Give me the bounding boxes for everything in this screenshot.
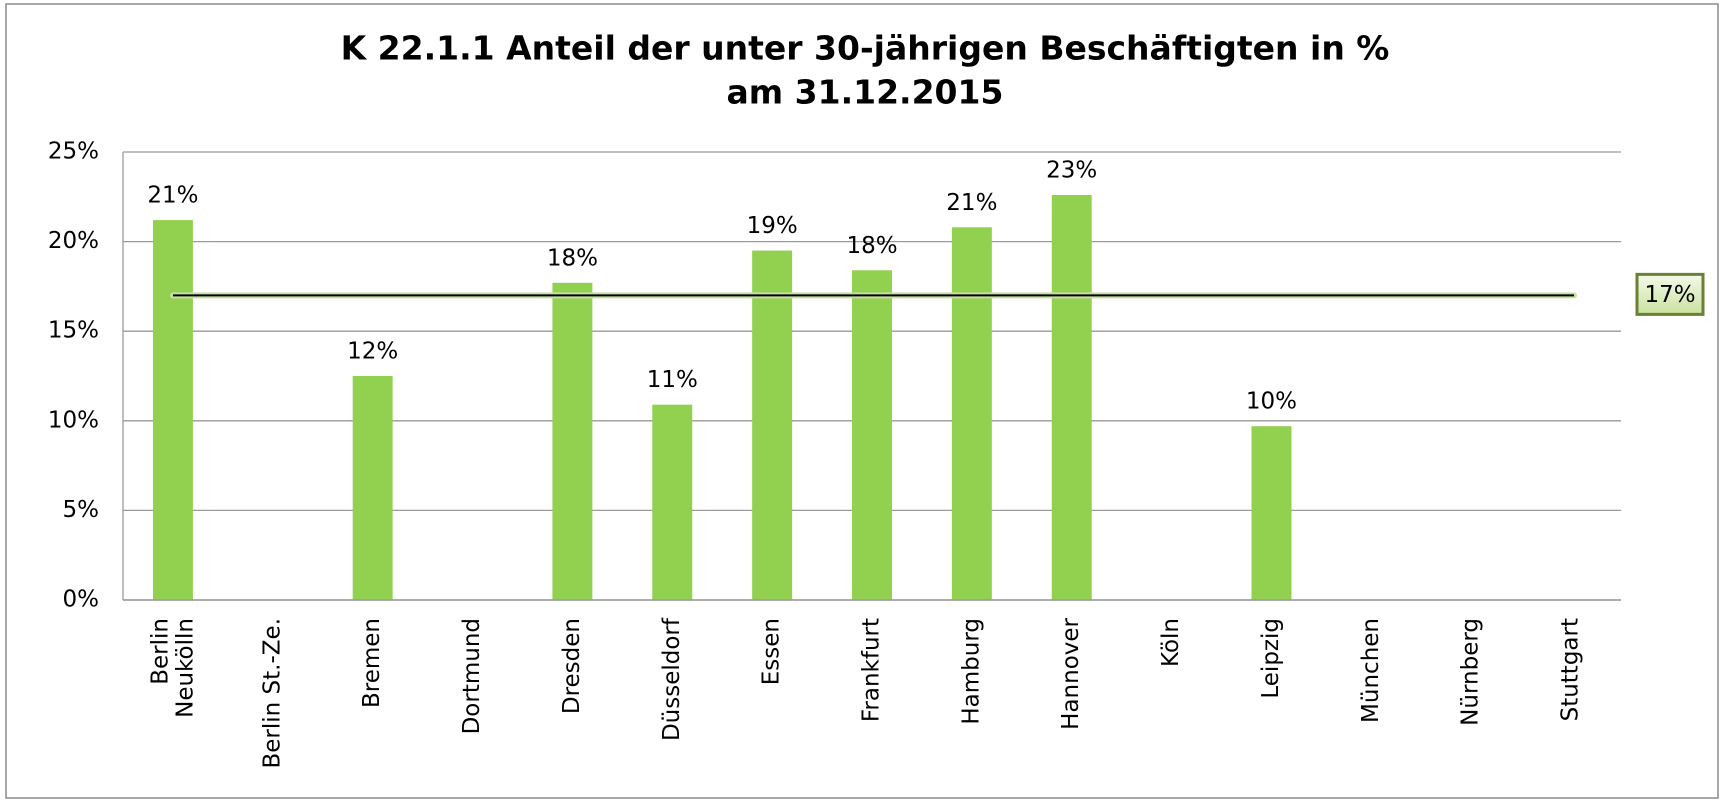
value-label: 10% <box>1246 389 1297 415</box>
bar <box>152 220 193 600</box>
average-label: 17% <box>1644 282 1695 308</box>
value-label: 11% <box>647 367 698 393</box>
value-label: 23% <box>1046 158 1097 184</box>
x-tick-label: Dresden <box>559 618 585 714</box>
bar <box>652 404 693 600</box>
x-tick-label: Köln <box>1158 618 1184 667</box>
value-label: 21% <box>147 183 198 209</box>
x-tick-label: Essen <box>759 618 785 685</box>
y-tick-label: 15% <box>48 318 99 344</box>
bar <box>852 270 892 600</box>
x-tick-label: Bremen <box>359 618 385 708</box>
value-label: 18% <box>846 233 897 259</box>
bar <box>1051 195 1092 600</box>
x-tick-label: Dortmund <box>459 618 485 734</box>
value-label: 18% <box>547 245 598 271</box>
x-tick-label: Berlin St.-Ze. <box>259 618 285 769</box>
x-tick-label: München <box>1358 618 1384 723</box>
bar <box>951 227 992 601</box>
value-label: 19% <box>747 213 798 239</box>
x-tick-label: Stuttgart <box>1558 618 1584 721</box>
chart-title: K 22.1.1 Anteil der unter 30-jährigen Be… <box>341 29 1390 68</box>
y-tick-label: 0% <box>63 587 100 613</box>
x-tick-label: Hamburg <box>958 618 984 725</box>
chart-subtitle: am 31.12.2015 <box>727 73 1004 112</box>
value-label: 12% <box>347 339 398 365</box>
y-tick-label: 25% <box>48 139 99 165</box>
value-label: 21% <box>946 190 997 216</box>
x-tick-label: Düsseldorf <box>659 617 685 741</box>
average-label-box <box>1635 272 1705 316</box>
y-tick-label: 10% <box>48 407 99 433</box>
bar <box>552 282 593 600</box>
x-tick-label: Frankfurt <box>859 618 885 722</box>
x-tick-label: BerlinNeukölln <box>147 618 198 718</box>
bar <box>752 250 793 600</box>
x-tick-label: Hannover <box>1058 617 1084 729</box>
y-tick-label: 20% <box>48 228 99 254</box>
bar <box>352 376 393 600</box>
bar <box>1251 426 1292 600</box>
x-tick-label: Leipzig <box>1258 618 1284 699</box>
y-tick-label: 5% <box>63 497 100 523</box>
x-tick-label: Nürnberg <box>1458 618 1484 726</box>
